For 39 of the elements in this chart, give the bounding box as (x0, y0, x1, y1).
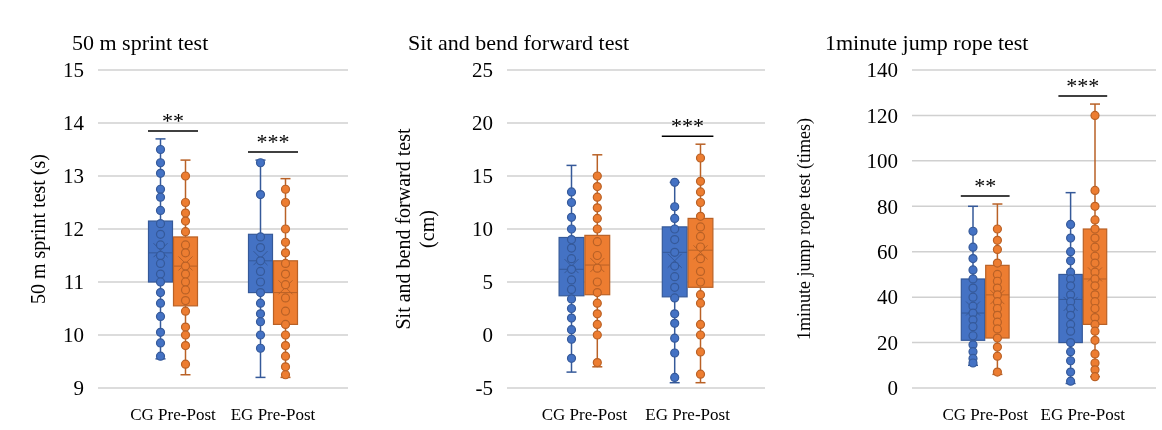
y-tick-label: 100 (866, 149, 898, 174)
x-tick-label: EG Pre-Post (230, 405, 316, 424)
y-axis-title: Sit and bend forward test (cm) (392, 128, 439, 330)
annotation: *** (1066, 73, 1100, 99)
y-tick-label: 15 (472, 164, 493, 189)
y-tick-label: 14 (63, 111, 85, 136)
annotation: ** (162, 107, 184, 133)
y-tick-label: 60 (877, 240, 898, 265)
y-tick-label: 11 (63, 270, 84, 295)
y-tick-label: 20 (877, 330, 898, 355)
annotation: *** (671, 113, 705, 139)
y-axis-title: 1minute jump rope test (times) (794, 118, 815, 340)
y-tick-label: 140 (866, 58, 898, 83)
y-tick-label: 80 (877, 194, 898, 219)
y-tick-label: 0 (887, 376, 898, 401)
chart-title: 1minute jump rope test (825, 30, 1029, 55)
x-tick-label: CG Pre-Post (541, 405, 628, 424)
y-tick-label: 120 (866, 103, 898, 128)
y-tick-label: 40 (877, 285, 898, 310)
y-tick-label: 15 (63, 58, 84, 83)
y-tick-label: 12 (63, 217, 84, 242)
y-tick-label: 10 (472, 217, 493, 242)
x-tick-label: CG Pre-Post (942, 405, 1029, 424)
y-tick-label: 25 (472, 58, 493, 83)
annotation: ** (974, 173, 997, 199)
y-tick-label: 5 (482, 270, 493, 295)
x-tick-label: CG Pre-Post (130, 405, 217, 424)
x-tick-label: EG Pre-Post (645, 405, 731, 424)
y-axis-title: 50 m sprint test (s) (27, 154, 50, 304)
y-tick-label: 20 (472, 111, 493, 136)
x-tick-label: EG Pre-Post (1040, 405, 1126, 424)
y-tick-label: 13 (63, 164, 84, 189)
y-tick-label: 9 (73, 376, 84, 401)
chart-title: Sit and bend forward test (408, 30, 630, 55)
annotation: *** (256, 129, 290, 155)
y-tick-label: 0 (482, 323, 493, 348)
chart-title: 50 m sprint test (72, 30, 209, 55)
y-tick-label: -5 (475, 376, 493, 401)
y-tick-label: 10 (63, 323, 84, 348)
